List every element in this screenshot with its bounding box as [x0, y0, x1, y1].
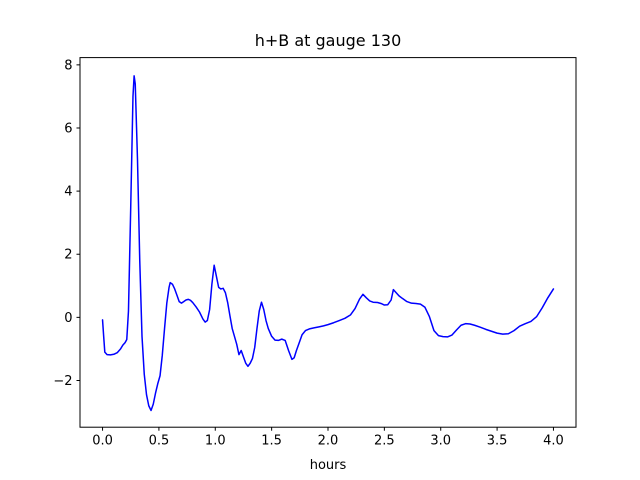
x-tick-label: 3.0 — [430, 434, 451, 449]
y-tick-label: 8 — [64, 58, 72, 73]
x-tick-label: 2.5 — [374, 434, 395, 449]
y-tick-label: −2 — [53, 374, 72, 389]
x-tick-label: 1.0 — [205, 434, 226, 449]
x-tick-label: 0.0 — [92, 434, 113, 449]
y-tick-label: 4 — [64, 185, 72, 200]
x-axis-label: hours — [310, 458, 347, 473]
y-tick-label: 0 — [64, 311, 72, 326]
chart-title: h+B at gauge 130 — [255, 31, 402, 50]
x-tick-label: 2.0 — [318, 434, 339, 449]
x-axis-ticks: 0.0 0.5 1.0 1.5 2.0 2.5 3.0 3.5 4.0 — [92, 427, 564, 449]
x-tick-label: 1.5 — [261, 434, 282, 449]
y-axis-ticks: −2 0 2 4 6 8 — [53, 58, 80, 389]
x-tick-label: 0.5 — [149, 434, 170, 449]
x-tick-label: 4.0 — [543, 434, 564, 449]
data-line-series — [101, 75, 555, 412]
plot-area — [80, 57, 576, 428]
y-tick-label: 2 — [64, 248, 72, 263]
x-tick-label: 3.5 — [487, 434, 508, 449]
y-tick-label: 6 — [64, 121, 72, 136]
